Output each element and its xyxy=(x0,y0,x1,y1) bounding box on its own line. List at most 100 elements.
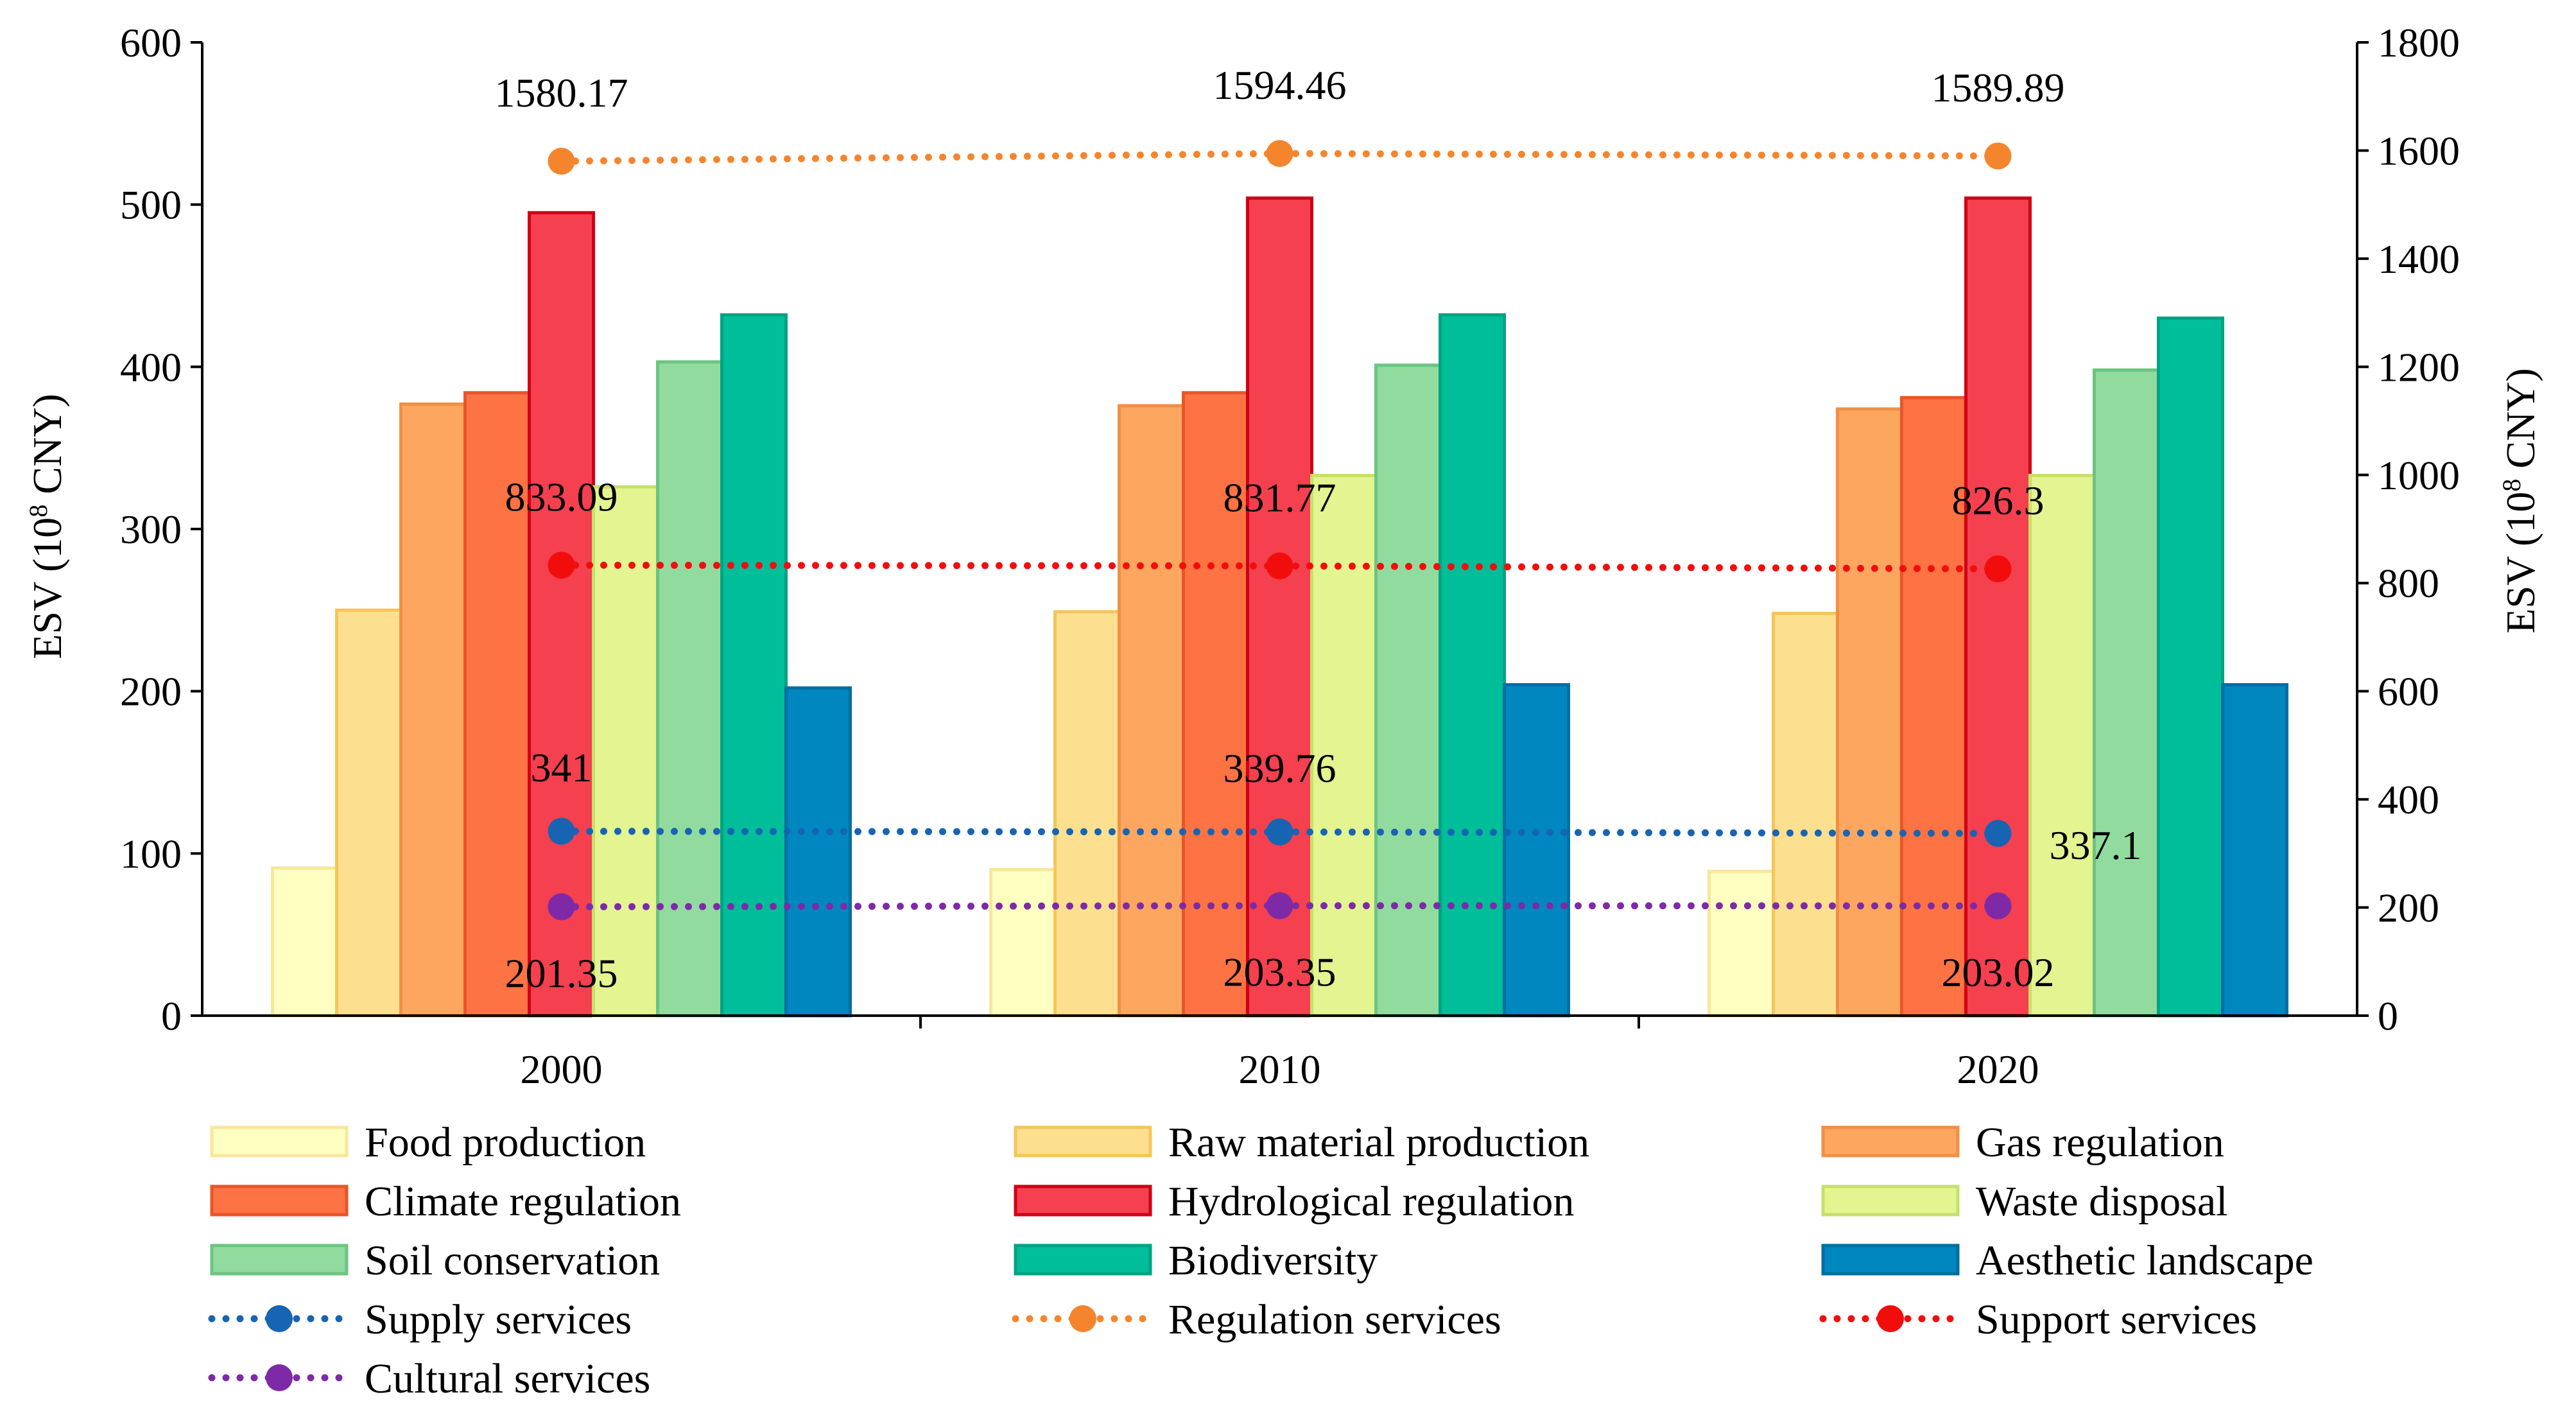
legend-item-raw-material-production: Raw material production xyxy=(1014,1119,1589,1166)
y-tick-label-right: 200 xyxy=(2378,885,2439,931)
legend-swatch-biodiversity xyxy=(1014,1244,1152,1276)
data-label-support-services-2000: 833.09 xyxy=(505,474,618,519)
bar-aesthetic-landscape-2010 xyxy=(1503,683,1570,1018)
data-label-supply-services-2000: 341 xyxy=(531,745,592,790)
y-axis-title-right: ESV (108 CNY) xyxy=(2497,368,2544,634)
legend-item-gas-regulation: Gas regulation xyxy=(1821,1119,2224,1166)
y-tick-label-right: 600 xyxy=(2378,669,2439,715)
y-tick-label-left: 600 xyxy=(120,20,182,65)
x-tick-label-2000: 2000 xyxy=(521,1046,603,1092)
marker-regulation-services-2020 xyxy=(1984,142,2012,169)
bar-food-production-2020 xyxy=(1707,869,1775,1018)
legend-label-soil-conservation: Soil conservation xyxy=(365,1237,660,1284)
legend-label-regulation-services: Regulation services xyxy=(1168,1296,1501,1343)
legend-label-support-services: Support services xyxy=(1976,1296,2257,1343)
y-tick-label-right: 1200 xyxy=(2378,344,2460,390)
data-label-regulation-services-2020: 1589.89 xyxy=(1932,65,2065,110)
legend-item-climate-regulation: Climate regulation xyxy=(210,1178,681,1225)
data-label-supply-services-2020: 337.1 xyxy=(2050,822,2142,868)
y-tick-label-left: 100 xyxy=(120,831,182,876)
legend-swatch-hydrological-regulation xyxy=(1014,1185,1152,1217)
data-label-cultural-services-2010: 203.35 xyxy=(1223,950,1336,995)
legend-item-support-services: Support services xyxy=(1819,1296,2257,1343)
bar-raw-material-production-2000 xyxy=(335,608,402,1018)
marker-supply-services-2020 xyxy=(1984,820,2012,847)
legend-label-food-production: Food production xyxy=(365,1119,646,1166)
bar-biodiversity-2020 xyxy=(2157,317,2224,1018)
y-tick-label-left: 300 xyxy=(120,507,182,552)
bar-waste-disposal-2000 xyxy=(592,485,659,1018)
y-tick-label-right: 0 xyxy=(2378,993,2398,1039)
y-tick-label-left: 200 xyxy=(120,669,182,715)
legend-item-waste-disposal: Waste disposal xyxy=(1821,1178,2227,1225)
marker-support-services-2020 xyxy=(1984,555,2012,583)
y-tick-label-left: 0 xyxy=(161,993,182,1039)
bar-soil-conservation-2000 xyxy=(656,360,723,1018)
y-tick-label-left: 500 xyxy=(120,182,182,228)
legend-label-biodiversity: Biodiversity xyxy=(1168,1237,1378,1284)
y-axis-title-left: ESV (108 CNY) xyxy=(24,394,71,659)
legend-item-regulation-services: Regulation services xyxy=(1012,1296,1501,1343)
x-tick-label-2020: 2020 xyxy=(1957,1046,2039,1092)
legend-swatch-climate-regulation xyxy=(210,1185,349,1217)
bar-raw-material-production-2020 xyxy=(1772,611,1839,1018)
axes-layer: ESV (108 CNY) ESV (108 CNY) 0 100 200 300 40… xyxy=(24,20,2544,1092)
bar-gas-regulation-2010 xyxy=(1118,404,1185,1018)
bar-raw-material-production-2010 xyxy=(1053,610,1121,1018)
data-label-cultural-services-2000: 201.35 xyxy=(505,950,618,996)
bar-soil-conservation-2010 xyxy=(1374,363,1442,1018)
marker-cultural-services-2010 xyxy=(1266,892,1293,919)
legend: Food production Raw material production Ga… xyxy=(208,1119,2313,1402)
marker-cultural-services-2020 xyxy=(1984,892,2012,920)
legend-label-cultural-services: Cultural services xyxy=(365,1355,650,1402)
marker-regulation-services-2010 xyxy=(1266,140,1293,168)
legend-label-waste-disposal: Waste disposal xyxy=(1976,1178,2227,1225)
legend-item-soil-conservation: Soil conservation xyxy=(210,1237,660,1284)
bar-gas-regulation-2000 xyxy=(399,402,467,1018)
bar-biodiversity-2010 xyxy=(1439,313,1506,1018)
legend-swatch-gas-regulation xyxy=(1821,1125,1960,1158)
bar-hydrological-regulation-2010 xyxy=(1246,196,1313,1018)
bar-climate-regulation-2000 xyxy=(463,391,531,1018)
y-tick-label-left: 400 xyxy=(120,344,182,390)
legend-marker-supply-services xyxy=(266,1305,293,1332)
bar-food-production-2010 xyxy=(989,868,1057,1018)
legend-item-cultural-services: Cultural services xyxy=(208,1355,650,1402)
y-tick-label-right: 800 xyxy=(2378,560,2439,606)
legend-swatch-waste-disposal xyxy=(1821,1185,1960,1217)
data-label-regulation-services-2010: 1594.46 xyxy=(1213,62,1347,108)
x-tick-label-2010: 2010 xyxy=(1239,1046,1321,1092)
data-label-supply-services-2010: 339.76 xyxy=(1223,745,1336,791)
marker-support-services-2010 xyxy=(1266,552,1293,580)
bar-gas-regulation-2020 xyxy=(1836,407,1903,1018)
marker-regulation-services-2000 xyxy=(548,148,575,175)
legend-swatch-soil-conservation xyxy=(210,1244,349,1276)
marker-supply-services-2000 xyxy=(548,817,575,845)
legend-marker-cultural-services xyxy=(266,1364,293,1391)
bar-soil-conservation-2020 xyxy=(2093,368,2160,1018)
y-tick-label-right: 400 xyxy=(2378,777,2439,822)
legend-label-raw-material-production: Raw material production xyxy=(1168,1119,1589,1166)
labels-layer: 341 339.76 337.1 1580.17 1594.46 1589.89 833.0… xyxy=(495,62,2142,996)
legend-swatch-aesthetic-landscape xyxy=(1821,1244,1960,1276)
data-label-cultural-services-2020: 203.02 xyxy=(1942,950,2055,995)
legend-marker-regulation-services xyxy=(1069,1305,1096,1332)
legend-label-gas-regulation: Gas regulation xyxy=(1976,1119,2224,1166)
data-label-regulation-services-2000: 1580.17 xyxy=(495,70,628,116)
bar-biodiversity-2000 xyxy=(720,313,788,1018)
lines-layer xyxy=(548,140,2012,921)
legend-swatch-food-production xyxy=(210,1125,349,1158)
y-tick-label-right: 1800 xyxy=(2378,20,2460,65)
legend-item-food-production: Food production xyxy=(210,1119,646,1166)
y-tick-label-right: 1000 xyxy=(2378,453,2460,498)
bar-aesthetic-landscape-2020 xyxy=(2221,683,2288,1018)
legend-marker-support-services xyxy=(1877,1305,1904,1332)
legend-swatch-raw-material-production xyxy=(1014,1125,1152,1158)
data-label-support-services-2020: 826.3 xyxy=(1952,478,2044,523)
marker-supply-services-2010 xyxy=(1266,818,1293,846)
bar-climate-regulation-2020 xyxy=(1900,395,1967,1018)
legend-item-biodiversity: Biodiversity xyxy=(1014,1237,1378,1284)
bar-waste-disposal-2020 xyxy=(2028,474,2096,1018)
legend-item-supply-services: Supply services xyxy=(208,1296,632,1343)
